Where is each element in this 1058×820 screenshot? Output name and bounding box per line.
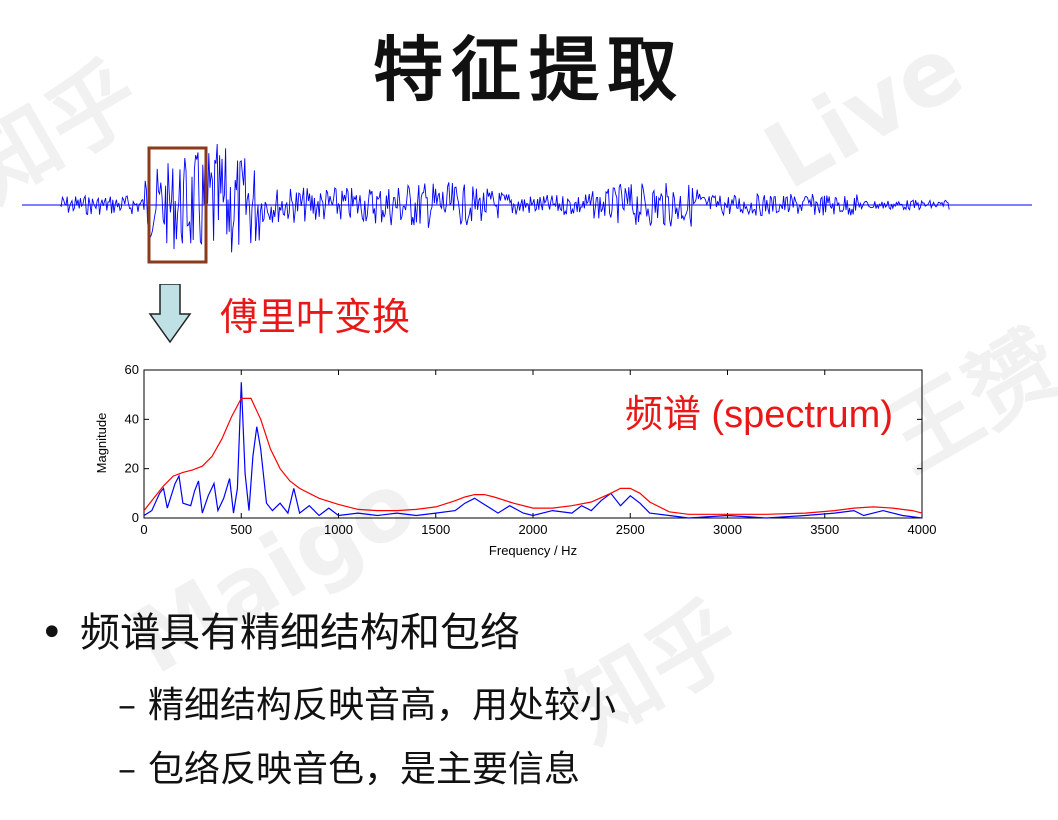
- sub-bullet-dash: –: [118, 749, 136, 790]
- sub-bullet-text: 包络反映音色，是主要信息: [148, 749, 581, 790]
- y-tick-label: 40: [125, 411, 139, 426]
- sub-bullet: – 精细结构反映音高，用处较小: [118, 676, 616, 728]
- y-axis-label: Magnitude: [94, 413, 109, 474]
- y-tick-label: 20: [125, 461, 139, 476]
- x-tick-label: 2500: [616, 522, 645, 537]
- x-tick-label: 3500: [810, 522, 839, 537]
- analysis-window-frame: [147, 146, 208, 264]
- x-tick-label: 3000: [713, 522, 742, 537]
- spectrum-envelope-line: [143, 397, 923, 515]
- waveform-signal: [22, 143, 1032, 253]
- x-tick-label: 1500: [421, 522, 450, 537]
- bullet-dot: •: [40, 610, 64, 656]
- slide-title: 特征提取: [373, 28, 685, 111]
- down-arrow-icon: [148, 284, 192, 344]
- sub-bullet-dash: –: [118, 685, 136, 726]
- plot-frame: [143, 369, 923, 519]
- spectrum-fine-structure-line: [143, 382, 923, 519]
- y-tick-label: 60: [125, 362, 139, 377]
- chart-axes: 0 500 1000 1500 2000 2500 3000 3500 4000 0 20 40 60: [125, 362, 937, 537]
- x-tick-label: 1000: [324, 522, 353, 537]
- chart-series: [143, 382, 923, 519]
- bullet-main-text: 频谱具有精细结构和包络: [80, 610, 520, 656]
- speech-waveform: [22, 143, 1032, 264]
- x-tick-label: 2000: [519, 522, 548, 537]
- watermark: 知乎: [550, 581, 759, 763]
- bullet-main: • 频谱具有精细结构和包络: [40, 600, 520, 658]
- x-tick-label: 4000: [908, 522, 937, 537]
- y-tick-label: 0: [132, 510, 139, 525]
- sub-bullet-text: 精细结构反映音高，用处较小: [148, 685, 617, 726]
- sub-bullet: – 包络反映音色，是主要信息: [118, 740, 580, 792]
- x-axis-label: Frequency / Hz: [489, 543, 577, 558]
- spectrum-label: 频谱 (spectrum): [625, 394, 893, 436]
- x-tick-label: 0: [140, 522, 147, 537]
- x-tick-label: 500: [230, 522, 252, 537]
- spectrum-chart: 0 500 1000 1500 2000 2500 3000 3500 40000204060 …: [94, 362, 937, 558]
- fourier-transform-label: 傅里叶变换: [220, 295, 411, 339]
